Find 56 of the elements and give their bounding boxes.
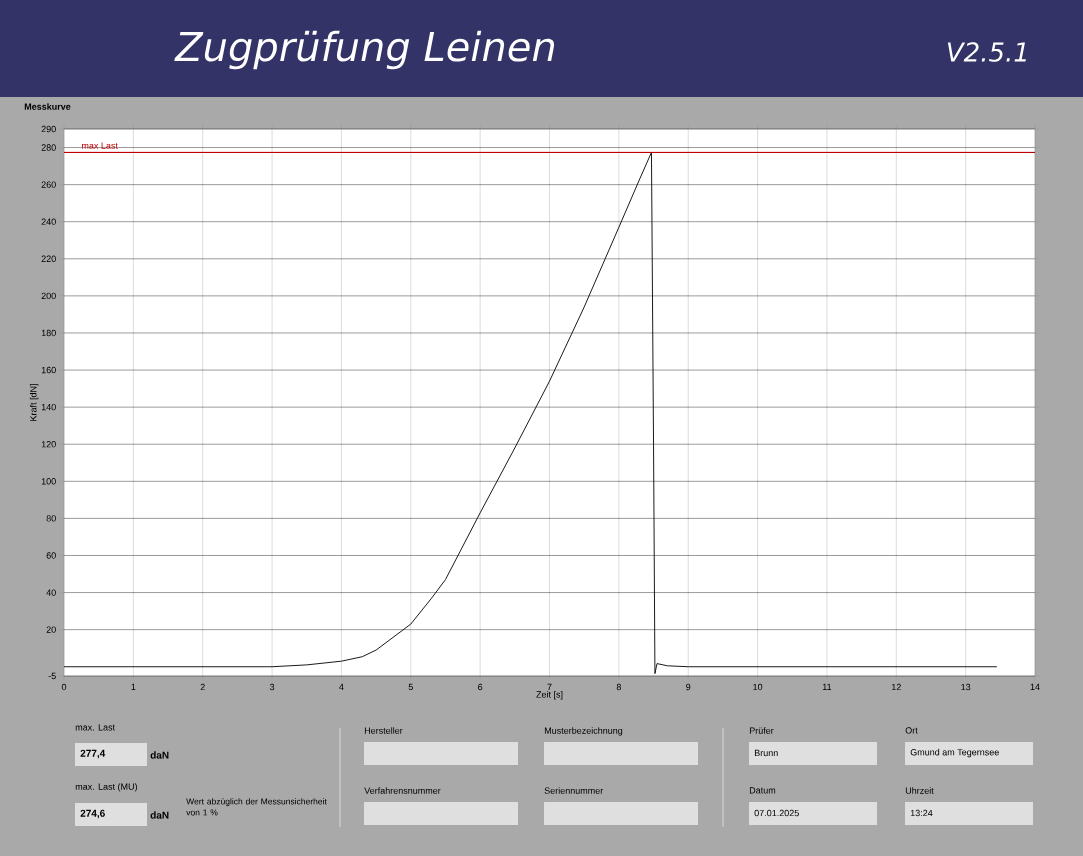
x-tick-label: 6: [478, 683, 483, 691]
y-axis-title: Kraft [dN]: [29, 384, 39, 421]
text: Gmund am Tegernsee: [910, 748, 999, 758]
y-tick-label: 140: [41, 403, 56, 411]
text: max. Last (MU): [75, 783, 137, 792]
x-tick-label: 3: [269, 683, 275, 691]
x-tick-label: 13: [961, 683, 971, 691]
text: daN: [150, 811, 169, 819]
text: Wert abzüglich der Messunsicherheit von 1 %: [186, 798, 327, 816]
y-tick-label: 100: [41, 478, 56, 485]
text: Musterbezeichnung: [544, 727, 623, 736]
x-tick-label: 2: [200, 683, 205, 691]
y-tick-label: 160: [41, 366, 56, 374]
text: 277,4: [80, 749, 106, 759]
ref-line-label: max Last: [82, 142, 118, 149]
text: Prüfer: [749, 727, 774, 734]
y-tick-label: -5: [48, 672, 56, 680]
y-tick-label: 40: [46, 589, 56, 596]
y-tick-label: 60: [46, 552, 56, 559]
x-tick-label: 0: [61, 683, 67, 691]
y-tick-label: 240: [41, 218, 56, 225]
x-tick-label: 1: [131, 683, 136, 690]
y-tick-label: 280: [41, 144, 56, 151]
y-tick-label: 260: [41, 181, 56, 188]
text: Hersteller: [364, 727, 403, 734]
y-tick-label: 20: [46, 626, 56, 633]
x-tick-label: 4: [339, 683, 344, 690]
y-tick-label: 180: [41, 329, 56, 337]
text: max. Last: [75, 724, 115, 731]
text: V2.5.1: [947, 42, 1026, 62]
x-axis-title: Zeit [s]: [536, 691, 563, 700]
y-tick-label: 290: [41, 125, 56, 133]
x-tick-label: 8: [616, 683, 621, 691]
y-tick-label: 200: [41, 292, 56, 300]
text: Brunn: [754, 749, 778, 757]
text: 274,6: [80, 809, 105, 819]
y-tick-label: 220: [41, 255, 56, 262]
x-tick-label: 14: [1030, 683, 1040, 690]
y-tick-label: 80: [46, 515, 56, 522]
x-tick-label: 7: [547, 683, 552, 690]
x-tick-label: 11: [822, 683, 832, 690]
chart-title: Zugprüfung Leinen: [174, 30, 555, 70]
text: daN: [150, 751, 169, 759]
text: Ort: [905, 727, 918, 734]
chart-subtitle: Messkurve: [24, 103, 71, 110]
x-tick-label: 5: [408, 683, 413, 691]
x-tick-label: 9: [686, 683, 691, 691]
text: 13:24: [910, 809, 933, 817]
text: 07.01.2025: [754, 809, 799, 817]
x-tick-label: 12: [891, 683, 901, 691]
text: Uhrzeit: [905, 787, 934, 794]
text: Verfahrensnummer: [364, 787, 441, 794]
text: Seriennummer: [544, 787, 604, 794]
text: Datum: [749, 787, 776, 794]
y-tick-label: 120: [41, 441, 56, 448]
x-tick-label: 10: [753, 683, 763, 691]
